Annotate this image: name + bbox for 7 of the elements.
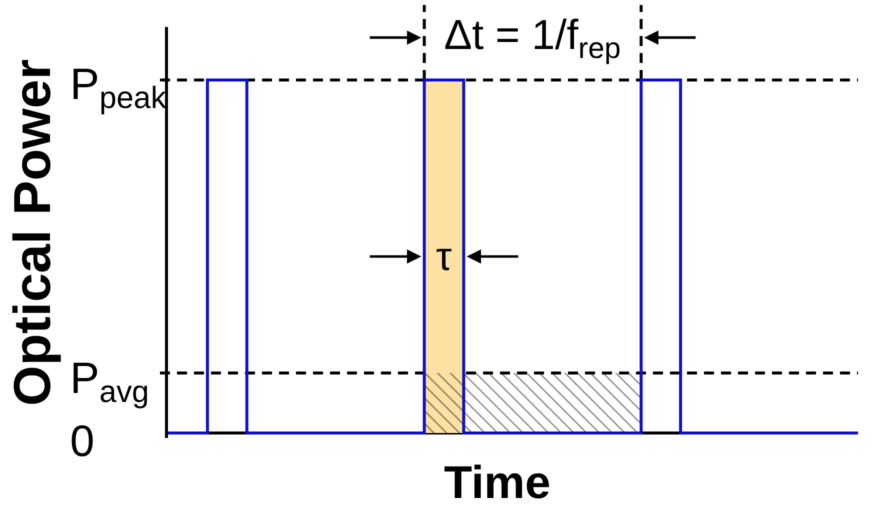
ref-line-label: P$_{peak}$ [70,60,167,116]
y-axis-title: Optical Power [4,59,62,406]
ref-line-label: P$_{avg}$ [70,354,150,410]
text: Δt = 1/f$_{rep}$ [444,11,621,65]
text: 0 [70,417,94,466]
x-axis-title: Time [444,456,551,505]
annotation: τ [436,235,452,279]
